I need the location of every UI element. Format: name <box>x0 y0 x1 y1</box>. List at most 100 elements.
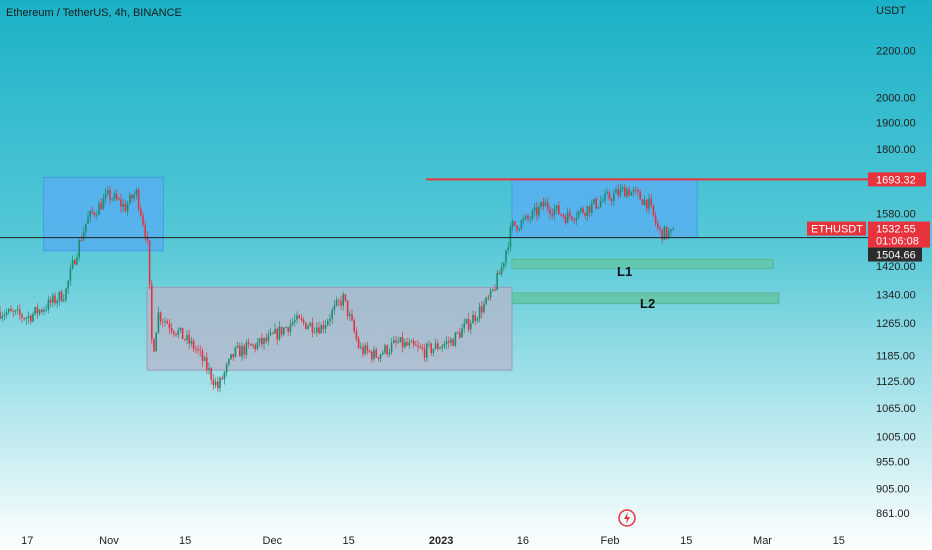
candle <box>0 306 1 321</box>
candle <box>580 206 582 214</box>
candle <box>85 223 87 238</box>
candle <box>170 322 173 335</box>
candle <box>626 186 628 199</box>
candle <box>296 311 298 324</box>
candle <box>635 185 637 195</box>
candle <box>241 342 243 361</box>
candle <box>384 343 386 355</box>
candle <box>153 338 155 352</box>
candle <box>217 376 219 392</box>
candle <box>404 338 406 349</box>
candle <box>324 319 327 334</box>
candle <box>327 318 329 327</box>
time-tick-label: Mar <box>753 535 772 547</box>
candle <box>243 344 245 359</box>
candle <box>133 191 135 202</box>
candle <box>571 215 573 222</box>
candle <box>520 218 523 231</box>
candle <box>120 193 122 213</box>
candle <box>360 342 362 350</box>
candle <box>434 338 437 350</box>
candle <box>252 343 254 350</box>
time-axis[interactable]: 17 Nov 15 Dec 15 2023 16 Feb 15 Mar 15 <box>21 535 845 547</box>
candle <box>624 183 626 197</box>
candle <box>181 327 184 340</box>
candle <box>670 228 672 237</box>
candle <box>104 188 107 205</box>
candle <box>591 199 593 217</box>
candle <box>269 327 272 336</box>
candle <box>272 331 274 335</box>
price-tick-label: 1420.00 <box>876 261 916 273</box>
candle <box>465 318 468 325</box>
candle <box>610 196 613 206</box>
candle <box>47 295 50 314</box>
candle <box>283 326 285 337</box>
candle <box>329 313 331 327</box>
candle <box>540 200 542 210</box>
candle <box>401 332 404 353</box>
last-price-tag: ETHUSDT 1532.55 01:06:08 <box>807 221 930 248</box>
candle <box>201 348 204 367</box>
candle <box>309 321 311 327</box>
level-l2-box[interactable] <box>511 292 780 305</box>
candle <box>208 362 210 375</box>
candle <box>459 328 461 340</box>
candle <box>463 317 465 333</box>
candle <box>34 306 36 316</box>
candle <box>593 198 595 205</box>
candle <box>8 307 10 315</box>
candle <box>225 362 228 377</box>
candle <box>630 191 633 196</box>
price-tick-label: 1185.00 <box>876 350 915 362</box>
candle <box>408 338 410 349</box>
candle <box>542 197 545 211</box>
candle <box>514 221 516 227</box>
candle <box>388 348 391 358</box>
candle <box>212 374 215 390</box>
candle <box>637 187 639 198</box>
candle <box>186 330 188 345</box>
price-axis[interactable]: USDT 2200.00 2000.00 1900.00 1800.00 1580.00… <box>876 5 916 520</box>
candle <box>516 225 518 233</box>
candle <box>56 298 58 309</box>
candle <box>417 340 419 352</box>
candle <box>560 213 562 217</box>
candle <box>511 219 514 231</box>
candle <box>390 338 393 355</box>
candle <box>375 347 377 358</box>
candle <box>439 346 441 350</box>
candle <box>300 314 303 323</box>
gray-box-1[interactable] <box>146 286 513 371</box>
candle <box>195 345 197 354</box>
candle <box>41 307 43 315</box>
candle <box>206 352 208 375</box>
candle <box>96 210 98 220</box>
price-tick-label: 1065.00 <box>876 403 916 415</box>
candle <box>608 189 611 201</box>
candle <box>654 212 657 227</box>
candle <box>617 183 619 200</box>
horizontal-line-price-tag: 1504.66 <box>868 247 922 262</box>
candle <box>558 201 560 215</box>
candle <box>294 314 296 327</box>
candle <box>124 200 127 213</box>
candle <box>1 311 3 322</box>
symbol-label: ETHUSDT <box>811 224 863 236</box>
candle <box>340 296 342 310</box>
level-l1-box[interactable] <box>511 258 774 270</box>
candle <box>500 262 503 277</box>
price-tick-label: 905.00 <box>876 483 910 495</box>
candle <box>320 322 322 334</box>
blue-box-0[interactable] <box>43 176 164 252</box>
candle <box>547 197 549 213</box>
time-tick-label: 15 <box>342 535 354 547</box>
candle <box>148 239 151 290</box>
candle <box>536 201 538 221</box>
tradingview-logo[interactable] <box>618 509 636 527</box>
candle <box>261 333 263 349</box>
candle <box>164 317 166 327</box>
candle <box>476 316 479 324</box>
candle <box>129 191 131 206</box>
